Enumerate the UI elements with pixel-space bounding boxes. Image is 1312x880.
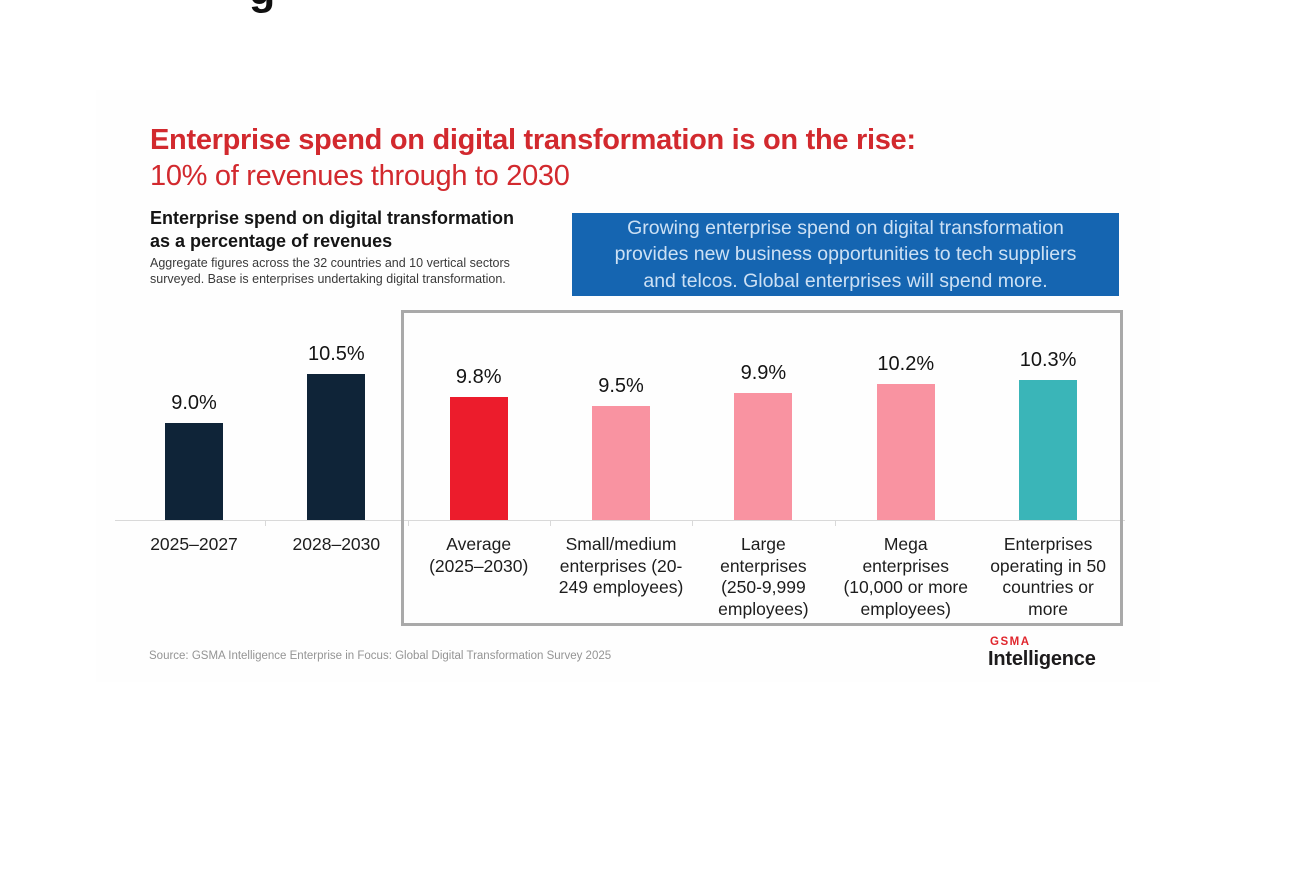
bar [876,383,935,520]
bar [1019,380,1078,520]
bar-value-label: 10.3% [1019,349,1077,372]
axis-tick [407,520,409,526]
bar [307,373,366,520]
bar-value-label: 10.5% [307,342,365,365]
x-axis-line [115,520,1125,521]
category-label: 2025–2027 [150,534,238,554]
axis-tick [692,520,694,526]
bar-value-label: 9.9% [740,362,787,385]
bar [592,406,651,520]
category-label: Average (2025–2030) [429,534,529,576]
category-label: 2028–2030 [292,534,381,554]
axis-tick [265,520,267,526]
axis-tick [834,520,836,526]
bar-value-label: 9.5% [598,375,644,398]
gsma-intelligence-logo: GSMA Intelligence [988,636,1096,671]
category-label: Enterprises operating in 50 countries or… [990,534,1106,619]
callout-box: Growing enterprise spend on digital tran… [572,213,1119,296]
axis-tick [549,520,551,526]
category-label: Large enterprises (250-9,999 employees) [718,534,809,619]
bar [449,396,508,520]
source-line: Source: GSMA Intelligence Enterprise in … [149,650,612,662]
slide: Enterprise spend on digital transformati… [96,90,1160,682]
category-label: Mega enterprises (10,000 or more employe… [843,534,968,619]
chart-note: Aggregate figures across the 32 countrie… [150,256,510,286]
slide-title-line2: 10% of revenues through to 2030 [150,160,570,192]
logo-sub-text: Intelligence [988,648,1096,670]
bar [165,422,223,520]
bar-value-label: 10.2% [877,352,935,375]
bar-value-label: 9.0% [171,391,217,414]
bar [734,393,793,520]
bar-value-label: 9.8% [455,365,502,388]
logo-brand-text: GSMA [990,636,1031,648]
slide-title-line1: Enterprise spend on digital transformati… [150,124,916,156]
chart-heading: Enterprise spend on digital transformati… [150,208,515,251]
segment-highlight-box [401,310,1123,626]
category-label: Small/medium enterprises (20- 249 employ… [558,534,684,597]
clipped-letter-artifact: g [249,0,275,12]
